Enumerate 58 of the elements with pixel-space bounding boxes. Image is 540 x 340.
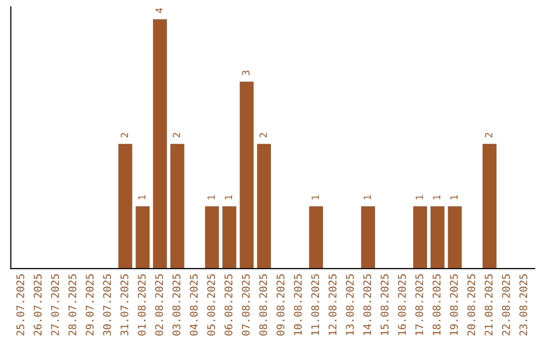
x-tick-label: 29.07.2025: [86, 274, 94, 336]
x-tick-label: 12.08.2025: [328, 274, 336, 335]
data-label: 1: [224, 195, 232, 200]
x-tick-label: 18.08.2025: [432, 274, 441, 335]
bar: [205, 206, 219, 269]
x-tick-label: 30.07.2025: [103, 274, 111, 336]
bar: [240, 82, 254, 269]
bar: [118, 144, 132, 269]
data-label: 2: [484, 133, 492, 138]
x-tick-label: 19.08.2025: [450, 274, 458, 335]
x-tick-label: 21.08.2025: [484, 274, 493, 336]
data-label: 4: [156, 8, 163, 13]
bar: [309, 206, 323, 269]
bar: [153, 19, 167, 269]
bar: [257, 144, 271, 269]
x-tick-label: 04.08.2025: [190, 274, 198, 336]
bar: [430, 206, 444, 269]
x-tick-label: 31.07.2025: [120, 274, 128, 336]
data-label: 1: [208, 195, 215, 200]
bar: [222, 206, 236, 269]
x-tick-label: 14.08.2025: [363, 274, 372, 335]
bar: [361, 206, 376, 269]
x-tick-label: 27.07.2025: [51, 274, 59, 336]
x-tick-label: 22.08.2025: [502, 274, 510, 336]
x-tick-label: 01.08.2025: [138, 274, 146, 336]
data-label: 2: [172, 133, 180, 138]
data-label: 1: [450, 195, 458, 200]
x-tick-label: 11.08.2025: [311, 274, 320, 335]
x-tick-label: 09.08.2025: [276, 274, 284, 336]
x-tick-label: 16.08.2025: [398, 274, 406, 335]
x-tick-label: 06.08.2025: [224, 274, 232, 336]
x-tick-label: 13.08.2025: [346, 274, 354, 335]
x-tick-label: 23.08.2025: [519, 274, 528, 336]
x-tick-label: 08.08.2025: [259, 274, 268, 336]
bar: [170, 144, 184, 269]
x-tick-label: 05.08.2025: [207, 274, 216, 336]
x-tick-label: 02.08.2025: [155, 274, 164, 336]
bar: [482, 144, 496, 269]
data-label: 1: [433, 195, 440, 200]
data-label: 2: [120, 133, 128, 138]
x-tick-label: 26.07.2025: [34, 274, 42, 336]
data-label: 1: [416, 195, 423, 200]
data-label: 2: [260, 133, 267, 138]
x-tick-label: 15.08.2025: [380, 274, 388, 335]
bar: [448, 206, 462, 269]
data-label: 1: [364, 195, 371, 200]
data-label: 1: [138, 195, 146, 200]
x-tick-label: 03.08.2025: [172, 274, 180, 336]
x-tick-label: 25.07.2025: [16, 274, 24, 336]
x-tick-label: 10.08.2025: [294, 274, 302, 335]
x-tick-label: 20.08.2025: [467, 274, 476, 336]
x-tick-label: 17.08.2025: [415, 274, 424, 335]
bar: [136, 206, 150, 269]
x-tick-label: 28.07.2025: [68, 274, 76, 336]
x-tick-label: 07.08.2025: [242, 274, 250, 336]
bar: [413, 206, 428, 269]
data-label: 3: [242, 70, 250, 76]
data-label: 1: [312, 195, 319, 200]
